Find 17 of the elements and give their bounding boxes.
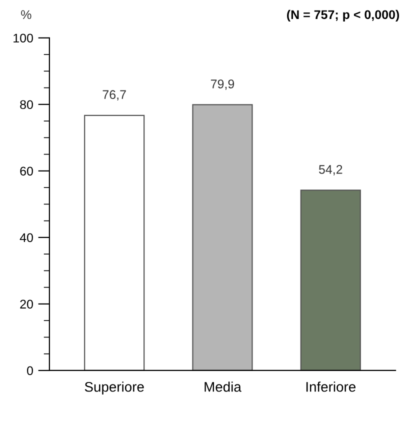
y-tick-label: 40 [20, 233, 33, 242]
y-axis-title: % [21, 10, 32, 20]
x-tick-label: Inferiore [306, 382, 356, 392]
bar [192, 104, 253, 370]
text: (N = 757; p < 0,000) [287, 10, 400, 22]
y-tick-label: 80 [20, 100, 33, 110]
bar [300, 190, 361, 370]
data-label: 79,9 [210, 80, 234, 90]
bar [84, 114, 145, 370]
y-tick-label: 60 [20, 166, 33, 176]
x-tick-label: Media [204, 382, 242, 392]
y-tick-label: 100 [14, 34, 33, 43]
y-tick-label: 20 [20, 300, 33, 309]
x-tick-label: Superiore [84, 382, 144, 395]
data-label: 54,2 [318, 165, 342, 176]
y-tick-label: 0 [27, 366, 33, 376]
data-label: 76,7 [102, 90, 126, 100]
